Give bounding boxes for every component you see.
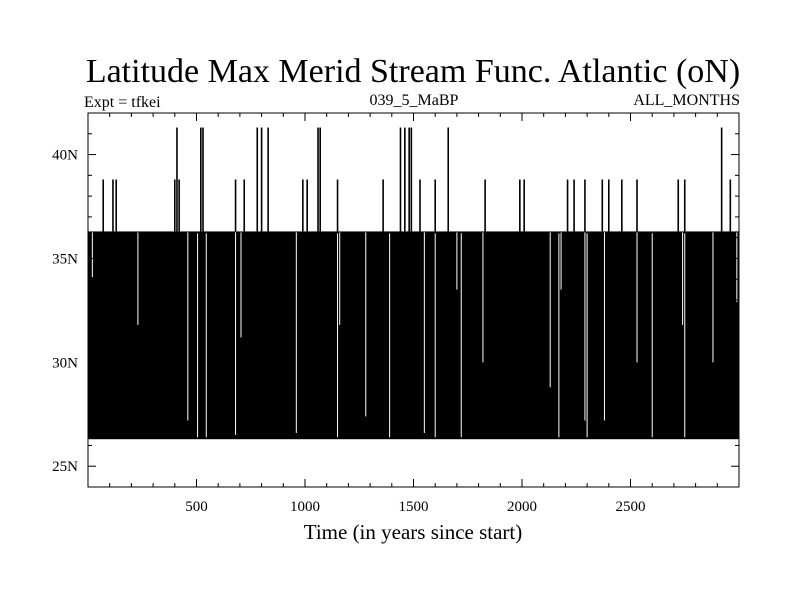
subtitle-center: 039_5_MaBP (370, 92, 459, 109)
x-tick-label: 2000 (507, 499, 537, 515)
y-tick-label: 25N (52, 459, 78, 475)
x-axis-label: Time (in years since start) (304, 520, 523, 544)
y-tick-label: 30N (52, 355, 78, 371)
y-tick-label: 40N (52, 148, 78, 164)
x-tick-label: 1000 (290, 499, 320, 515)
chart-title: Latitude Max Merid Stream Func. Atlantic… (86, 53, 740, 90)
plot-data (88, 127, 739, 440)
subtitle-left: Expt = tfkei (84, 94, 161, 111)
x-tick-label: 1500 (399, 499, 429, 515)
y-axis: 25N 30N 35N 40N (52, 133, 739, 475)
x-tick-label: 2500 (616, 499, 646, 515)
y-tick-label: 35N (52, 251, 78, 267)
series-0-dense-band (88, 231, 739, 440)
x-axis: 500 1000 1500 2000 2500 (109, 113, 718, 515)
subtitle-right: ALL_MONTHS (633, 92, 740, 109)
x-tick-label: 500 (185, 499, 208, 515)
